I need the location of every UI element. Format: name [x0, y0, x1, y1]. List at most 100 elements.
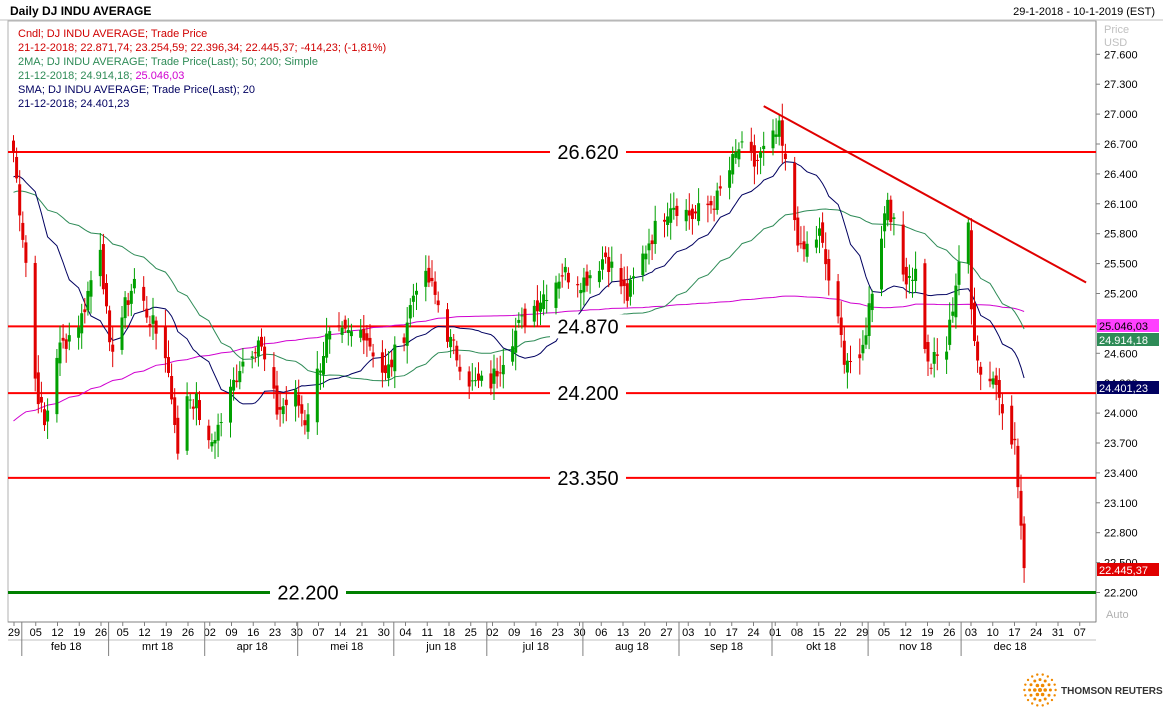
candle-body	[129, 290, 133, 304]
candle-body	[991, 378, 995, 385]
ma50-path	[13, 190, 1025, 382]
x-tick-label: 29	[856, 627, 868, 639]
candle-body	[61, 337, 65, 341]
candle-body	[458, 366, 462, 372]
x-tick-label: 02	[486, 627, 498, 639]
candle-body	[142, 286, 146, 301]
logo-dot	[1040, 683, 1045, 688]
legend-sma-values: 21-12-2018; 24.401,23	[18, 98, 129, 110]
candle-body	[694, 211, 697, 214]
candle-body	[36, 372, 40, 405]
candle-body	[105, 283, 108, 307]
candle-body	[929, 367, 933, 369]
candle-body	[1013, 438, 1017, 441]
logo-dot	[1050, 698, 1054, 702]
candle-body	[911, 279, 914, 281]
x-tick-label: 22	[834, 627, 846, 639]
candle-body	[132, 278, 136, 289]
candle-body	[728, 170, 732, 188]
candle-body	[449, 336, 453, 348]
candle-body	[889, 199, 893, 223]
x-tick-label: 30	[378, 627, 390, 639]
badge-last: 22.445,37	[1099, 565, 1148, 577]
candle-body	[951, 311, 955, 316]
x-tick-label: 16	[530, 627, 542, 639]
candle-body	[966, 222, 970, 264]
x-tick-label: 14	[334, 627, 346, 639]
logo-dot	[1024, 694, 1027, 697]
candle-body	[814, 239, 818, 248]
candle-body	[219, 422, 223, 424]
candle-body	[585, 271, 589, 286]
candle-body	[799, 243, 803, 245]
candle-body	[501, 364, 505, 375]
candle-body	[718, 186, 722, 189]
candle-body	[641, 253, 645, 276]
x-tick-label: 12	[900, 627, 912, 639]
candle-body	[1016, 445, 1020, 488]
candle-body	[43, 409, 46, 426]
candle-body	[818, 228, 821, 236]
candle-body	[371, 352, 375, 357]
candle-body	[303, 420, 307, 426]
x-tick-label: 24	[747, 627, 759, 639]
candle-body	[123, 297, 127, 319]
badge-ma200-bg	[1097, 319, 1159, 332]
logo-dot	[1038, 688, 1042, 692]
sma20-path	[13, 161, 1025, 405]
logo-dot	[1024, 683, 1027, 686]
level-labels: 26.620 24.870 24.200 23.350 22.200	[270, 139, 626, 605]
candle-body	[870, 293, 874, 311]
candle-body	[517, 319, 521, 323]
candle-body	[39, 396, 43, 403]
candle-body	[650, 240, 654, 245]
candle-body	[914, 268, 918, 282]
candle-body	[337, 325, 341, 328]
candle-body	[892, 217, 896, 219]
value-badges: 25.046,03 24.914,18 24.401,23 22.445,37	[1097, 319, 1159, 577]
candle-body	[697, 203, 701, 222]
legend-cndl-values: 21-12-2018; 22.871,74; 23.254,59; 22.396…	[18, 42, 386, 54]
candle-body	[771, 130, 775, 149]
candle-body	[278, 407, 282, 410]
candle-body	[864, 335, 868, 345]
candle-body	[176, 417, 180, 454]
y-tick-label: 24.600	[1104, 348, 1138, 360]
candle-body	[979, 366, 983, 375]
candle-body	[883, 213, 887, 232]
y-tick-label: 26.700	[1104, 139, 1138, 151]
candle-body	[343, 319, 347, 329]
candle-body	[24, 242, 28, 263]
candle-body	[455, 345, 459, 361]
candle-body	[411, 295, 415, 302]
candle-body	[1000, 404, 1004, 414]
badge-ma200: 25.046,03	[1099, 321, 1148, 333]
candle-body	[625, 283, 629, 301]
candle-body	[566, 272, 570, 283]
y-tick-label: 25.200	[1104, 289, 1138, 301]
logo-dot	[1036, 704, 1039, 707]
candle-body	[256, 340, 260, 357]
sma20-line	[13, 161, 1025, 405]
logo-dot	[1038, 678, 1042, 682]
candle-body	[250, 356, 254, 359]
x-tick-label: 15	[813, 627, 825, 639]
badge-ma50-bg	[1097, 333, 1159, 346]
candles	[12, 103, 1026, 583]
x-month-label: jul 18	[522, 641, 549, 653]
candle-body	[759, 151, 763, 158]
candle-body	[365, 333, 369, 341]
logo-dot	[1040, 692, 1045, 697]
candle-body	[173, 397, 177, 425]
candle-body	[393, 344, 397, 372]
candle-body	[83, 309, 87, 313]
candle-body	[108, 310, 112, 343]
candle-body	[207, 425, 211, 441]
candle-body	[858, 354, 862, 359]
candle-body	[294, 389, 298, 407]
candle-body	[932, 352, 936, 364]
candle-body	[539, 302, 542, 312]
logo-dot	[1043, 679, 1047, 683]
candle-body	[111, 344, 115, 352]
auto-scale-label[interactable]: Auto	[1106, 609, 1129, 621]
